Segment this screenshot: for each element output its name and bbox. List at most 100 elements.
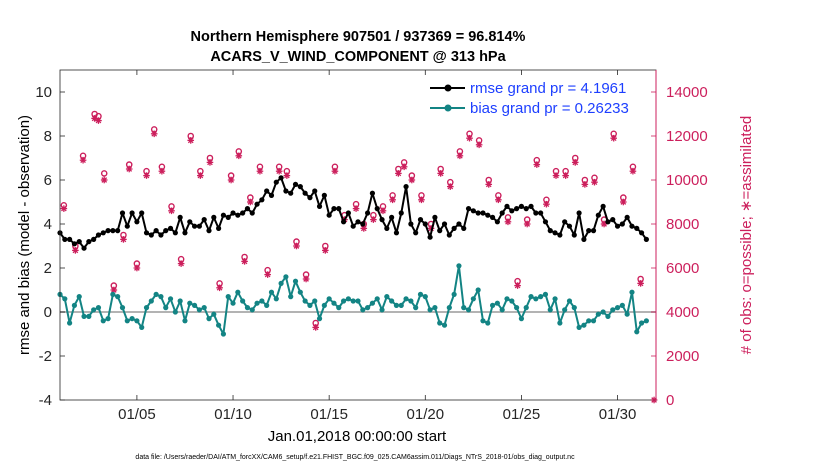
- rmse-point: [576, 210, 582, 216]
- bias-point: [129, 316, 135, 322]
- y-left-tick-label: -4: [39, 392, 52, 409]
- obs-assimilated-point: [302, 275, 310, 283]
- bias-point: [321, 302, 327, 308]
- bias-point: [638, 320, 645, 326]
- bias-point: [437, 320, 443, 326]
- legend-bias-marker: [444, 104, 452, 112]
- bias-series-group: [57, 263, 649, 337]
- obs-assimilated-point: [543, 200, 550, 208]
- bias-point: [465, 307, 472, 313]
- rmse-point: [552, 230, 558, 236]
- rmse-point: [240, 210, 246, 216]
- rmse-point: [292, 181, 299, 187]
- bias-point: [336, 305, 342, 311]
- obs-assimilated-point: [523, 220, 531, 228]
- obs-assimilated-point: [360, 225, 368, 232]
- obs-assimilated-point: [620, 198, 627, 206]
- rmse-point: [345, 210, 351, 216]
- bias-point: [182, 318, 188, 324]
- bias-point: [278, 280, 284, 286]
- rmse-point: [590, 228, 597, 234]
- bias-point: [441, 322, 448, 328]
- bias-point: [340, 298, 347, 304]
- obs-assimilated-point: [133, 264, 141, 272]
- bias-point: [153, 291, 159, 297]
- bias-point: [62, 296, 68, 302]
- rmse-point: [417, 217, 424, 223]
- rmse-point: [581, 236, 587, 242]
- rmse-point: [316, 203, 323, 209]
- rmse-point: [297, 184, 303, 190]
- obs-assimilated-point: [293, 242, 300, 250]
- obs-assimilated-point: [158, 167, 166, 175]
- rmse-point: [350, 223, 356, 229]
- obs-assimilated-point: [514, 282, 521, 289]
- rmse-point: [586, 228, 592, 234]
- rmse-point: [182, 230, 188, 236]
- rmse-point: [451, 225, 457, 231]
- bias-point: [254, 300, 260, 306]
- bias-point: [470, 296, 476, 302]
- obs-assimilated-point: [370, 216, 377, 223]
- bias-point: [590, 318, 597, 324]
- rmse-point: [369, 190, 376, 196]
- bias-point: [547, 307, 553, 313]
- rmse-point: [220, 212, 227, 218]
- bias-point: [225, 294, 231, 300]
- x-tick-label: 01/25: [503, 406, 541, 423]
- obs-assimilated-point: [591, 178, 598, 186]
- rmse-point: [494, 219, 500, 225]
- rmse-point: [283, 188, 289, 194]
- bias-point: [533, 296, 539, 302]
- bias-point: [91, 307, 97, 313]
- rmse-point: [456, 221, 462, 227]
- bias-point: [461, 305, 467, 311]
- rmse-series-group: [57, 175, 649, 251]
- rmse-point: [514, 206, 520, 212]
- obs-assimilated-point: [504, 218, 512, 226]
- bias-point: [629, 289, 635, 295]
- bias-point: [273, 296, 279, 302]
- rmse-point: [336, 206, 342, 212]
- rmse-point: [441, 221, 448, 227]
- obs-assimilated-point: [562, 172, 569, 179]
- legend-rmse-label: rmse grand pr = 4.1961: [470, 80, 626, 97]
- bias-point: [504, 296, 510, 302]
- obs-assimilated-point: [629, 167, 637, 175]
- rmse-point: [331, 206, 337, 212]
- y-right-tick-label: 12000: [666, 128, 708, 145]
- obs-assimilated-point: [247, 198, 254, 206]
- obs-assimilated-point: [485, 181, 493, 188]
- rmse-point: [413, 230, 419, 236]
- bias-point: [312, 298, 318, 304]
- bias-point: [249, 307, 255, 313]
- bias-point: [95, 305, 102, 311]
- obs-assimilated-point: [395, 170, 402, 177]
- obs-assimilated-point: [72, 247, 79, 254]
- bias-point: [595, 311, 601, 317]
- bias-point: [158, 294, 164, 300]
- rmse-point: [432, 214, 438, 220]
- rmse-point: [614, 223, 621, 229]
- bias-point: [316, 316, 323, 322]
- bias-point: [76, 294, 82, 300]
- rmse-point: [67, 236, 73, 242]
- rmse-point: [172, 230, 178, 236]
- bias-point: [283, 274, 289, 280]
- rmse-point: [201, 217, 207, 223]
- rmse-point: [163, 228, 169, 234]
- bias-point: [355, 298, 361, 304]
- bias-point: [542, 291, 549, 297]
- obs-assimilated-point: [100, 176, 108, 184]
- rmse-point: [158, 232, 164, 238]
- bias-point: [292, 278, 299, 284]
- bias-point: [528, 294, 534, 300]
- rmse-point: [403, 184, 409, 190]
- rmse-point: [408, 221, 414, 227]
- bias-point: [167, 296, 174, 302]
- rmse-point: [264, 188, 270, 194]
- obs-assimilated-point: [79, 156, 87, 164]
- rmse-point: [547, 228, 553, 234]
- bias-point: [393, 302, 400, 308]
